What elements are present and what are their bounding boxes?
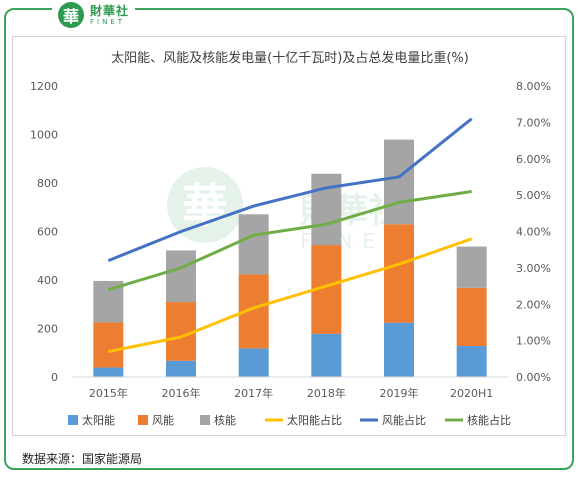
page-frame — [4, 8, 574, 470]
y-axis-tick-label: 200 — [37, 323, 58, 336]
bar-nuclear — [311, 173, 342, 246]
y-axis-tick-label: 1000 — [30, 129, 58, 142]
bar-wind — [93, 322, 124, 368]
y2-axis-tick-label: 1.00% — [516, 335, 551, 348]
x-axis-tick-label: 2016年 — [162, 386, 201, 400]
bar-solar — [93, 367, 124, 377]
brand-header: 華 財華社 FINET — [52, 0, 136, 30]
brand-en: FINET — [90, 17, 126, 26]
y-axis-tick-label: 0 — [51, 371, 58, 384]
chart-container — [12, 36, 566, 436]
y2-axis-tick-label: 5.00% — [516, 189, 551, 202]
y-axis-tick-label: 800 — [37, 177, 58, 190]
bar-solar — [384, 322, 414, 377]
watermark-logo-char: 華 — [182, 179, 228, 233]
legend-label: 太阳能占比 — [287, 413, 342, 427]
legend-label: 风能占比 — [382, 413, 426, 427]
brand-logo-icon: 華 — [58, 2, 84, 28]
y2-axis-tick-label: 4.00% — [516, 226, 551, 239]
legend-label: 核能占比 — [467, 413, 511, 427]
brand-text: 財華社 FINET — [90, 5, 129, 26]
legend-swatch — [138, 415, 148, 425]
y2-axis-tick-label: 7.00% — [516, 116, 551, 129]
legend-swatch — [200, 415, 210, 425]
legend-label: 风能 — [152, 413, 174, 427]
bar-nuclear — [166, 250, 196, 303]
x-axis-tick-label: 2017年 — [234, 386, 273, 400]
y-axis-tick-label: 1200 — [30, 80, 58, 93]
x-axis-tick-label: 2015年 — [89, 386, 128, 400]
y2-axis-tick-label: 6.00% — [516, 153, 551, 166]
line-wind-share — [107, 117, 473, 262]
x-axis-tick-label: 2019年 — [380, 386, 419, 400]
x-axis-tick-label: 2018年 — [307, 386, 346, 400]
chart-title: 太阳能、风能及核能发电量(十亿千瓦时)及占总发电量比重(%) — [111, 50, 469, 66]
bar-nuclear — [384, 139, 414, 225]
bar-solar — [456, 345, 487, 377]
brand-name: 財華社 — [90, 3, 130, 18]
y2-axis-tick-label: 0.00% — [516, 371, 551, 384]
y2-axis-tick-label: 3.00% — [516, 262, 551, 275]
bar-solar — [238, 348, 269, 377]
bar-wind — [456, 287, 487, 346]
data-source-note: 数据来源：国家能源局 — [22, 452, 143, 466]
y2-axis-tick-label: 8.00% — [516, 80, 551, 93]
y-axis-tick-label: 600 — [37, 226, 58, 239]
watermark-circle — [167, 167, 243, 243]
line-nuclear-share — [107, 190, 472, 292]
legend-label: 太阳能 — [82, 413, 115, 427]
legend-label: 核能 — [214, 413, 236, 427]
bar-wind — [384, 224, 414, 323]
x-axis-tick-label: 2020H1 — [450, 387, 493, 400]
bar-solar — [166, 360, 196, 377]
bar-solar — [311, 333, 342, 377]
line-solar-share — [108, 237, 473, 354]
legend-swatch — [68, 415, 78, 425]
bar-nuclear — [456, 246, 487, 288]
y-axis-tick-label: 400 — [37, 274, 58, 287]
bar-nuclear — [238, 214, 269, 275]
y2-axis-tick-label: 2.00% — [516, 298, 551, 311]
